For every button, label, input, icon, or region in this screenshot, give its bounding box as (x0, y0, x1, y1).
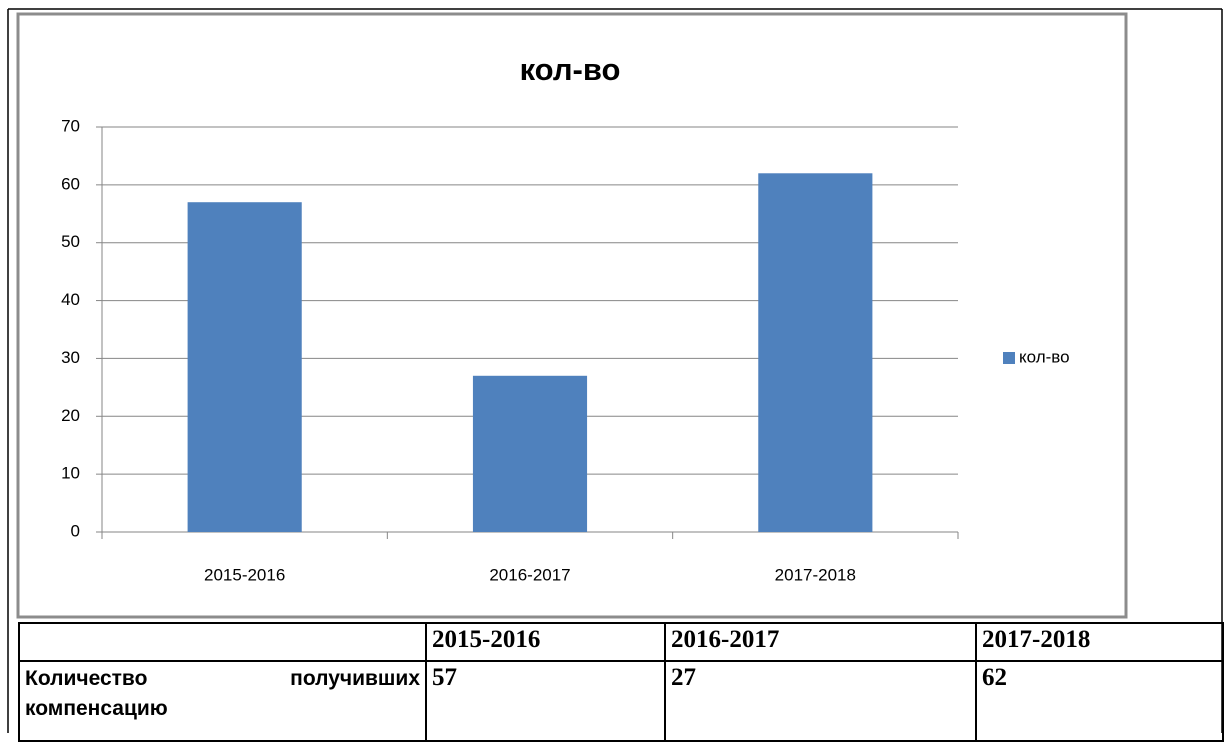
y-tick-label: 70 (61, 116, 80, 135)
bar (187, 202, 302, 532)
table-cell: 57 (425, 660, 666, 742)
y-tick-label: 10 (61, 464, 80, 483)
data-table: 2015-2016 2016-2017 2017-2018 Количество… (18, 622, 1224, 742)
y-tick-label: 40 (61, 290, 80, 309)
legend-label: кол-во (1019, 347, 1070, 366)
table-cell: 27 (664, 660, 977, 742)
chart-title: кол-во (520, 52, 621, 87)
x-tick-label: 2016-2017 (489, 565, 570, 584)
y-tick-label: 0 (71, 521, 80, 540)
legend-swatch (1003, 352, 1015, 364)
bar (758, 173, 873, 533)
y-tick-label: 30 (61, 348, 80, 367)
x-tick-label: 2015-2016 (204, 565, 285, 584)
x-tick-label: 2017-2018 (775, 565, 856, 584)
table-row: Количество получивших компенсацию 57 27 … (18, 660, 1224, 742)
bar (472, 375, 588, 532)
y-tick-label: 50 (61, 232, 80, 251)
y-tick-label: 60 (61, 174, 80, 193)
table-cell: 62 (975, 660, 1224, 742)
y-tick-label: 20 (61, 406, 80, 425)
row-label: Количество получивших компенсацию (18, 660, 427, 742)
table-header: 2017-2018 (975, 622, 1224, 662)
table-header: 2016-2017 (664, 622, 977, 662)
table-header-row: 2015-2016 2016-2017 2017-2018 (18, 622, 1224, 662)
table-header: 2015-2016 (425, 622, 666, 662)
table-corner (18, 622, 427, 662)
